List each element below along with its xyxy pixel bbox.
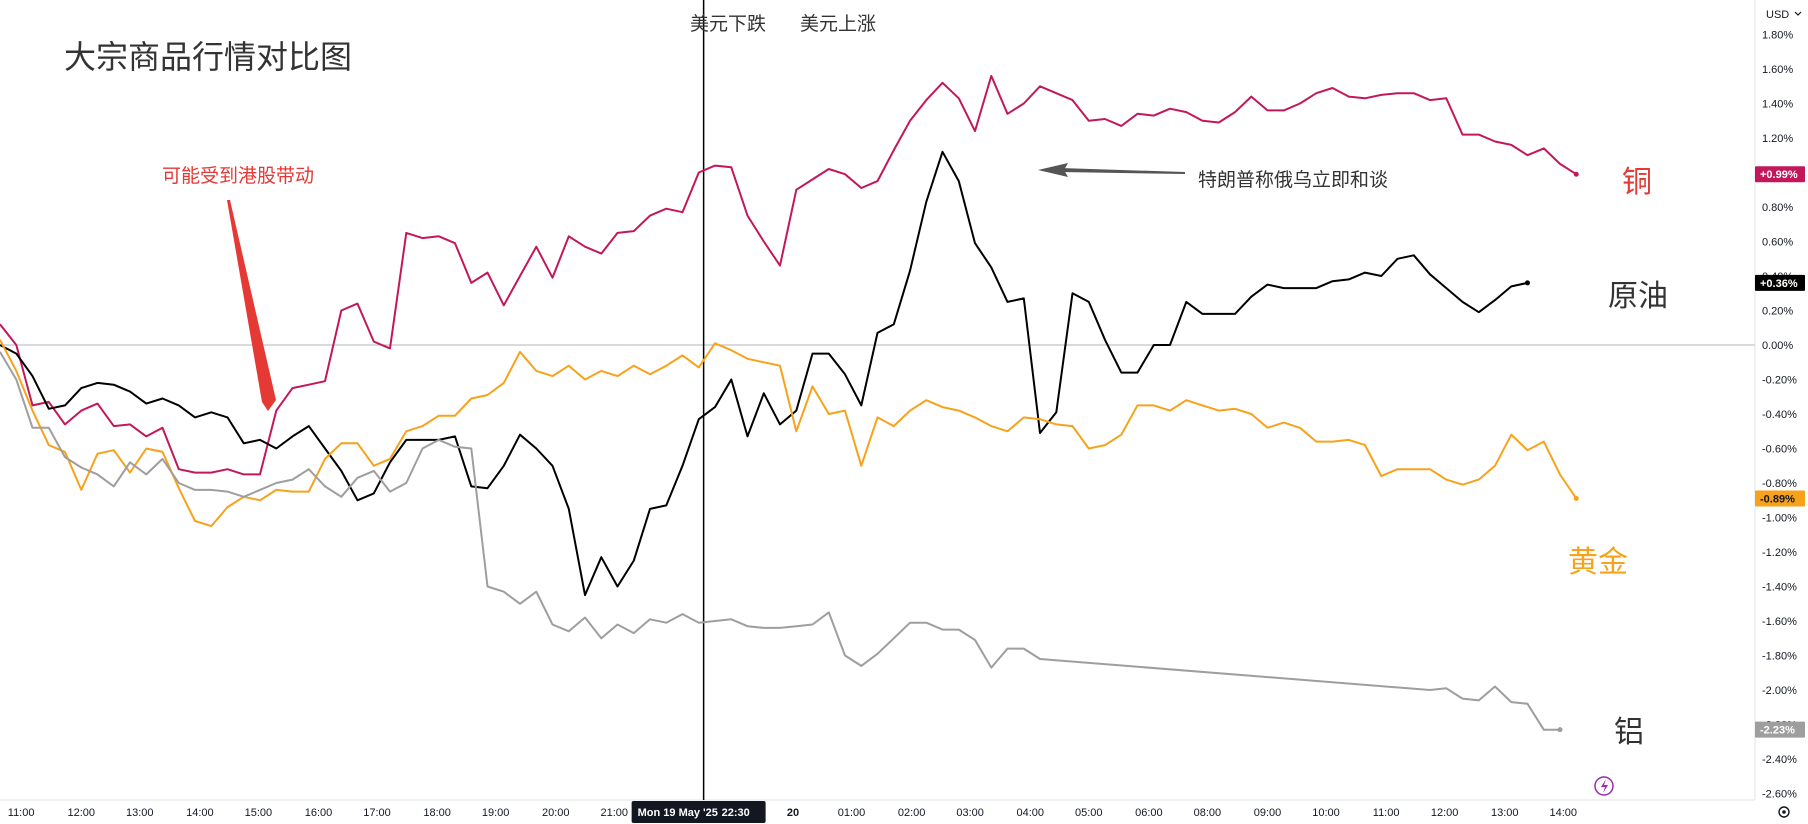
y-tick-label: -2.00% (1762, 685, 1797, 697)
y-tick-label: -1.20% (1762, 547, 1797, 559)
y-tick-label: 1.20% (1762, 133, 1793, 145)
y-tick-label: 1.80% (1762, 30, 1793, 42)
y-tick-label: -0.60% (1762, 444, 1797, 456)
currency-label[interactable]: USD (1766, 9, 1789, 21)
x-tick-label: 13:00 (1491, 807, 1519, 819)
x-tick-label: 06:00 (1135, 807, 1163, 819)
y-tick-label: 0.00% (1762, 340, 1793, 352)
x-tick-label: 08:00 (1194, 807, 1222, 819)
last-value-tag: +0.36% (1760, 278, 1798, 290)
x-tick-label: 15:00 (245, 807, 273, 819)
y-tick-label: 1.40% (1762, 99, 1793, 111)
y-tick-label: 0.80% (1762, 202, 1793, 214)
series-name-label: 铜 (1622, 165, 1652, 200)
series-line (0, 339, 1578, 528)
x-tick-label: 17:00 (363, 807, 391, 819)
x-tick-label: 19:00 (482, 807, 510, 819)
y-tick-label: -0.80% (1762, 478, 1797, 490)
crosshair-date: Mon 19 May '25 (638, 807, 718, 819)
series-name-label: 原油 (1608, 279, 1668, 314)
last-value-tag: -0.89% (1760, 494, 1795, 506)
series-last-point (1573, 496, 1579, 502)
x-tick-label: 18:00 (423, 807, 451, 819)
annotation-peace-arrowhead (1038, 163, 1068, 177)
y-tick-label: -1.60% (1762, 616, 1797, 628)
y-tick-label: -0.20% (1762, 375, 1797, 387)
x-tick-label: 20:00 (542, 807, 570, 819)
time-scale: 11:00 12:00 13:00 14:00 15:00 16:00 17:00 18:00… (8, 807, 1577, 819)
x-tick-label: 14:00 (1549, 807, 1577, 819)
axes (0, 0, 1756, 801)
y-tick-label: 0.60% (1762, 237, 1793, 249)
x-tick-label: 01:00 (838, 807, 866, 819)
y-tick-label: -2.40% (1762, 754, 1797, 766)
annotation-peace-talks: 特朗普称俄乌立即和谈 (1198, 169, 1388, 191)
annotation-hk-arrow (227, 200, 276, 411)
y-tick-label: -2.60% (1762, 789, 1797, 801)
y-tick-label: -1.80% (1762, 651, 1797, 663)
crosshair-label-background (631, 801, 766, 823)
last-value-tag-bg (1755, 490, 1805, 507)
lightning-icon[interactable] (1594, 776, 1614, 796)
series-name-label: 铝 (1614, 715, 1644, 750)
last-value-tag-bg (1755, 274, 1805, 291)
annotations: 大宗商品行情对比图 美元下跌 美元上涨 可能受到港股带动 特朗普称俄乌立即和谈 (64, 13, 1388, 411)
last-value-tags: +0.99% +0.36% -0.89% -2.23% (1755, 166, 1805, 738)
x-tick-label: 04:00 (1016, 807, 1044, 819)
x-tick-label: 14:00 (186, 807, 214, 819)
chart-title: 大宗商品行情对比图 (64, 38, 352, 76)
y-tick-label: 0.20% (1762, 306, 1793, 318)
x-tick-label: 03:00 (956, 807, 984, 819)
last-value-tag-bg (1755, 166, 1805, 183)
x-tick-label: 12:00 (67, 807, 95, 819)
y-tick-label: -0.40% (1762, 409, 1797, 421)
annotation-peace-arrow (1042, 168, 1185, 174)
x-tick-label: 11:00 (8, 807, 35, 819)
chevron-down-icon[interactable] (1794, 11, 1802, 16)
gear-icon[interactable] (1778, 806, 1790, 818)
x-tick-label: 16:00 (305, 807, 333, 819)
series-last-point (1573, 171, 1579, 177)
x-tick-label: 12:00 (1431, 807, 1459, 819)
crosshair-time-label: Mon 19 May '25 22:30 (631, 801, 766, 823)
y-tick-label: 1.60% (1762, 64, 1793, 76)
x-tick-label: 02:00 (898, 807, 926, 819)
annotation-dollar-down: 美元下跌 (690, 13, 766, 35)
annotation-dollar-up: 美元上涨 (800, 13, 876, 35)
series-line (0, 150, 1528, 597)
x-tick-label: 10:00 (1312, 807, 1340, 819)
series-line (0, 351, 1560, 731)
y-tick-label: -1.40% (1762, 582, 1797, 594)
series-last-point (1525, 280, 1530, 286)
series-last-point (1557, 727, 1563, 733)
last-value-tag-bg (1755, 721, 1805, 738)
x-tick-label: 21:00 (600, 807, 628, 819)
x-tick-label: 09:00 (1254, 807, 1282, 819)
last-value-tag: +0.99% (1760, 169, 1798, 181)
crosshair-time: 22:30 (722, 807, 750, 819)
x-tick-label: 11:00 (1373, 807, 1400, 819)
last-value-tag: -2.23% (1760, 725, 1795, 737)
x-tick-label: 20 (787, 807, 799, 819)
series-name-label: 黄金 (1568, 545, 1628, 580)
annotation-hk-stocks: 可能受到港股带动 (162, 165, 314, 187)
series-line (0, 74, 1577, 476)
x-tick-label: 05:00 (1075, 807, 1103, 819)
y-tick-label: -1.00% (1762, 513, 1797, 525)
x-tick-label: 13:00 (126, 807, 154, 819)
series-lines (0, 74, 1579, 733)
